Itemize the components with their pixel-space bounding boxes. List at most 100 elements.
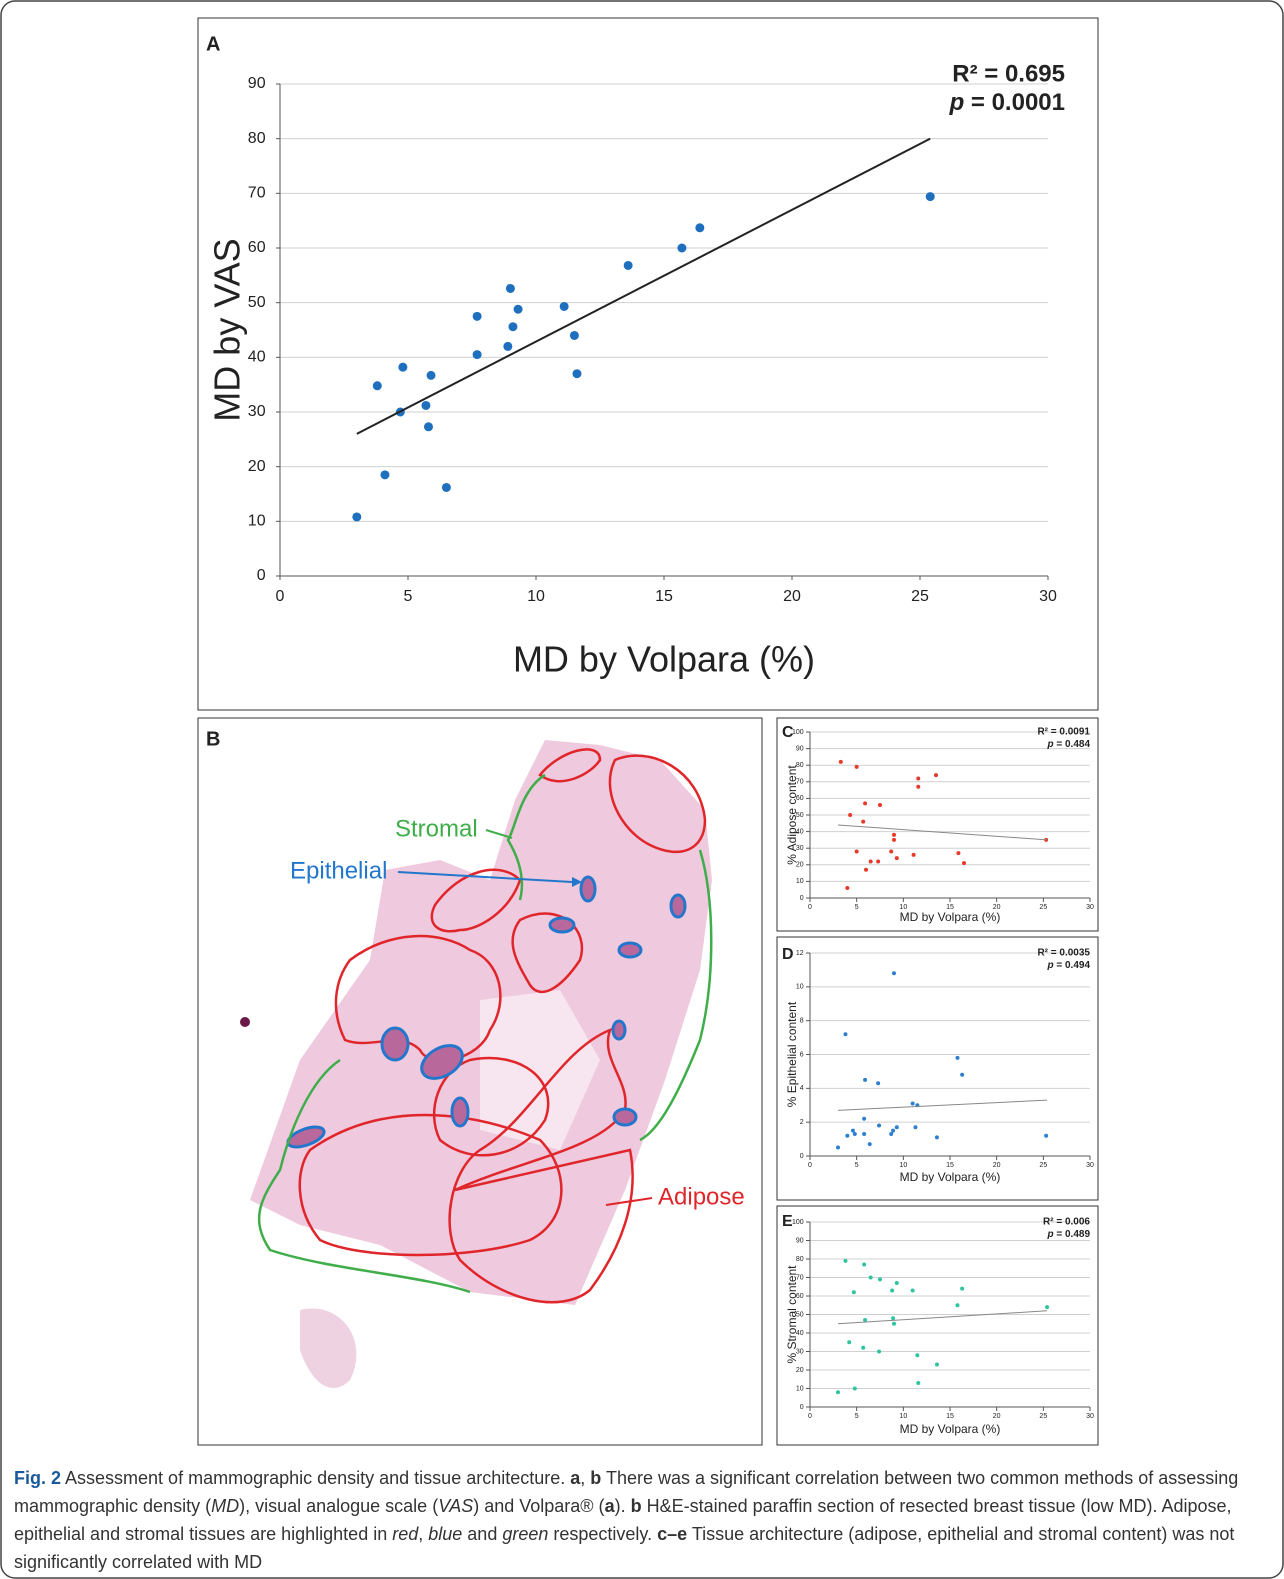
epithelial-outline [380,1026,410,1062]
trendline [837,1310,1048,1325]
x-tick-label: 25 [1039,904,1047,911]
y-axis-label: MD by VAS [207,238,248,421]
x-tick-label: 30 [1086,1162,1094,1169]
point [1044,1133,1049,1138]
point [836,1390,840,1395]
point [876,1081,881,1086]
panel-label: B [206,728,220,750]
point [878,1277,882,1282]
stat-p-value: = 0.489 [1054,1229,1091,1240]
x-tick-label: 20 [993,1413,1001,1420]
point [913,1125,918,1130]
panel-d-frame [776,936,1099,1201]
y-tick-label: 40 [796,828,804,835]
point [845,886,850,891]
debris [240,1017,250,1027]
point [863,801,868,806]
point [862,1132,867,1137]
point [911,852,916,857]
x-tick-label: 20 [783,588,801,605]
point [889,849,894,854]
x-tick-label: 30 [1086,904,1094,911]
stat-p-symbol: p [1046,1229,1053,1240]
caption-text: , [418,1524,429,1544]
point [569,330,579,340]
epithelial-outline [579,875,597,903]
point [441,482,451,492]
y-tick-label: 50 [248,294,266,311]
x-tick-label: 25 [1039,1162,1047,1169]
point [421,400,431,410]
epithelial-outline [611,1019,627,1041]
caption-text: , [580,1468,591,1488]
point [836,1145,840,1150]
point [916,1380,921,1385]
point [962,861,966,866]
caption-label: Fig. 2 [14,1468,62,1488]
point [934,773,938,778]
epithelial-outline [617,941,643,959]
point [862,1116,867,1121]
stat-p-value: = 0.494 [1054,960,1091,971]
point [843,1032,848,1037]
point [513,304,523,314]
y-tick-label: 4 [800,1085,804,1092]
point [423,422,433,432]
point [868,1275,873,1280]
point [877,1349,882,1354]
caption-text: and [462,1524,503,1544]
x-tick-label: 15 [946,1162,954,1169]
stat-p-symbol: p [1046,739,1053,750]
caption-text: VAS [438,1496,474,1516]
x-tick-label: 15 [655,588,673,605]
point [889,1132,894,1137]
point [878,803,882,808]
y-tick-label: 6 [800,1051,804,1058]
caption-text: Tissue architecture (adipose, epithelial… [14,1524,1235,1572]
y-axis-label: % Adipose content [785,765,799,865]
x-tick-label: 5 [404,588,413,605]
x-tick-label: 25 [911,588,929,605]
y-tick-label: 2 [800,1119,804,1126]
panel-label: A [206,33,220,55]
x-tick-label: 5 [855,904,859,911]
caption-text: c–e [657,1524,688,1544]
stat-r2: R² = 0.0091 [1037,727,1090,738]
point [838,759,843,764]
point [956,851,961,856]
stat-p: p = 0.494 [1046,960,1090,971]
x-tick-label: 10 [899,1413,907,1420]
y-tick-label: 20 [796,1367,804,1374]
point [955,1303,960,1308]
y-tick-label: 12 [796,950,804,957]
y-tick-label: 50 [796,1311,804,1318]
caption-text: There was a significant correlation betw… [14,1468,1239,1516]
y-tick-label: 10 [796,878,804,885]
caption-text: green [502,1524,549,1544]
point [380,470,390,480]
point [505,283,515,293]
caption-text: ) and Volpara® ( [473,1496,605,1516]
y-tick-label: 90 [796,745,804,752]
point [861,819,866,824]
y-tick-label: 10 [796,1385,804,1392]
y-tick-label: 8 [800,1018,804,1025]
point [854,764,859,769]
point [894,1125,899,1130]
point [894,1281,899,1286]
tissue-fragment [300,1308,357,1389]
adipose-outline [432,1056,550,1157]
y-tick-label: 0 [257,567,266,584]
caption-text: a [604,1496,615,1516]
epithelial-outline [548,916,576,934]
point [848,813,853,817]
caption-text: ). [614,1496,631,1516]
point [868,859,873,864]
stat-p-value: = 0.484 [1054,739,1091,750]
point [352,512,362,522]
caption-text: b [630,1496,642,1516]
stat-p: p = 0.484 [1046,739,1090,750]
epithelial-outline [420,1044,464,1080]
